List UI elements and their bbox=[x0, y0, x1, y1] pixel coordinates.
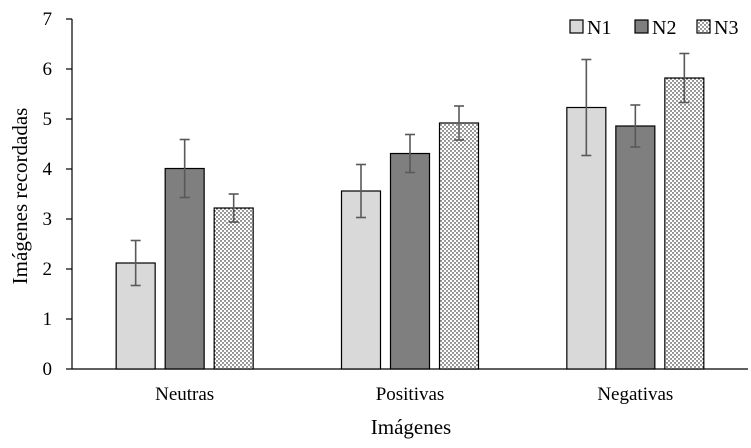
y-tick-label: 7 bbox=[43, 9, 53, 30]
y-tick-label: 6 bbox=[43, 59, 53, 80]
y-tick-label: 2 bbox=[43, 259, 53, 280]
x-tick-label: Negativas bbox=[597, 384, 673, 405]
bar bbox=[214, 208, 253, 369]
bar bbox=[391, 154, 430, 370]
y-tick-label: 3 bbox=[43, 209, 53, 230]
legend-swatch bbox=[570, 20, 583, 33]
legend-label: N1 bbox=[587, 17, 611, 39]
bar bbox=[616, 126, 655, 369]
y-tick-label: 0 bbox=[43, 359, 53, 380]
bars bbox=[116, 78, 704, 369]
bar bbox=[165, 169, 204, 370]
legend-label: N3 bbox=[714, 17, 738, 39]
bar bbox=[665, 78, 704, 369]
legend-swatch bbox=[635, 20, 648, 33]
legend-swatch bbox=[697, 20, 710, 33]
x-axis-title: Imágenes bbox=[371, 415, 451, 439]
legend-label: N2 bbox=[652, 17, 676, 39]
y-tick-label: 1 bbox=[43, 309, 53, 330]
y-axis: 0 1 2 3 4 5 6 7 bbox=[43, 9, 73, 380]
x-tick-label: Neutras bbox=[155, 384, 214, 405]
legend: N1 N2 N3 bbox=[570, 17, 738, 39]
y-tick-label: 4 bbox=[43, 159, 53, 180]
y-axis-title: Imágenes recordadas bbox=[8, 108, 32, 285]
bar bbox=[440, 123, 479, 369]
y-tick-label: 5 bbox=[43, 109, 53, 130]
x-axis: Neutras Positivas Negativas bbox=[72, 369, 748, 405]
x-tick-label: Positivas bbox=[376, 384, 445, 405]
